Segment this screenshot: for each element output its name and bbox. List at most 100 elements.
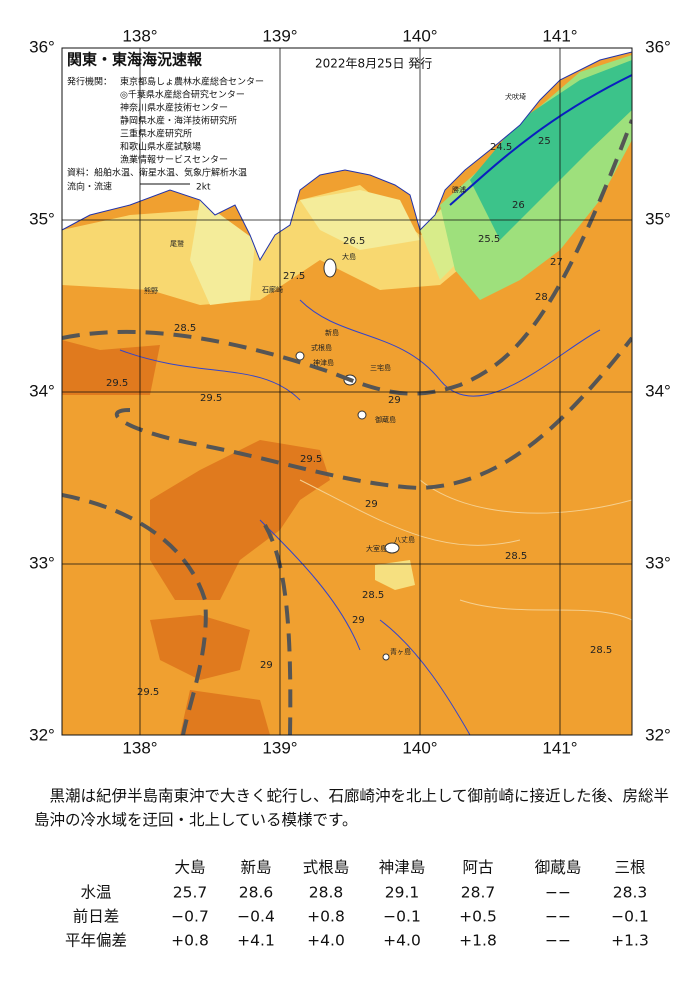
warm-patch — [180, 690, 270, 735]
graticule — [62, 48, 632, 735]
lat-tick-label: 36° — [29, 37, 55, 56]
lat-tick-label: 35° — [645, 209, 671, 228]
lon-tick-label: 138° — [122, 26, 157, 45]
island — [323, 258, 337, 278]
isotherm-labels: 24.5 25 25.5 26 26.5 27 27.5 28 28.5 29 … — [106, 136, 612, 698]
map-area: 24.5 25 25.5 26 26.5 27 27.5 28 28.5 29 … — [62, 48, 632, 735]
table-cell: +1.3 — [611, 932, 649, 950]
place-label: 青ヶ島 — [390, 647, 411, 656]
land — [62, 48, 632, 262]
table-cell: −− — [545, 884, 571, 902]
table-cell: 25.7 — [173, 884, 208, 902]
row-label: 水温 — [80, 884, 111, 902]
lat-tick-label: 33° — [29, 553, 55, 572]
issuer: 漁業情報サービスセンター — [120, 154, 228, 166]
place-labels: 大島 新島 式根島 神津島 三宅島 御蔵島 八丈島 青ヶ島 大室島 勝浦 犬吠埼… — [144, 92, 526, 656]
isotherm-label: 28.5 — [590, 645, 612, 656]
place-label: 犬吠埼 — [505, 92, 526, 101]
kuroshio-line — [115, 336, 632, 491]
place-label: 御蔵島 — [375, 415, 396, 424]
sea-bay — [190, 200, 255, 305]
sea-cold — [470, 60, 632, 240]
table-cell: −0.7 — [171, 908, 209, 926]
legend-scale: 2kt — [196, 183, 211, 193]
lon-tick-label: 141° — [542, 26, 577, 45]
place-label: 式根島 — [311, 343, 332, 352]
isotherm-label: 28.5 — [362, 590, 384, 601]
place-label: 大島 — [342, 252, 356, 261]
kuroshio-line — [62, 493, 208, 735]
isotherm-label: 24.5 — [490, 142, 512, 153]
issuer-label: 発行機関： — [67, 76, 112, 88]
issuer: 和歌山県水産試験場 — [120, 141, 201, 153]
lon-tick-label: 140° — [402, 26, 437, 45]
issuer: 三重県水産研究所 — [120, 128, 192, 140]
island — [382, 653, 390, 661]
table-cell: −0.4 — [237, 908, 275, 926]
isotherm-label: 29 — [388, 395, 401, 406]
place-label: 尾鷲 — [170, 239, 184, 248]
table-cell: 28.8 — [309, 884, 344, 902]
table-cell: +0.8 — [171, 932, 209, 950]
table-cell: 29.1 — [385, 884, 420, 902]
issuer: 東京都島しょ農林水産総合センター — [120, 76, 264, 88]
isotherm-label: 29 — [352, 615, 365, 626]
table-cell: 28.3 — [613, 884, 648, 902]
lat-tick-label: 34° — [645, 381, 671, 400]
lat-tick-label: 32° — [645, 725, 671, 744]
sea-island-patch — [375, 560, 415, 590]
place-label: 大室島 — [366, 544, 387, 553]
warm-patch — [62, 340, 160, 395]
isotherm — [449, 74, 632, 206]
isotherm-label: 29.5 — [200, 393, 222, 404]
lat-tick-label: 36° — [645, 37, 671, 56]
kuroshio-axis — [62, 119, 632, 735]
row-label: 前日差 — [73, 908, 120, 926]
table-cell: +4.0 — [307, 932, 345, 950]
column-header: 三根 — [614, 859, 645, 877]
lat-tick-label: 32° — [29, 725, 55, 744]
isotherm-label: 26 — [512, 200, 525, 211]
lon-tick-label: 141° — [542, 738, 577, 757]
table-cell: −− — [545, 932, 571, 950]
column-header: 新島 — [240, 859, 271, 877]
island — [295, 351, 305, 361]
warm-patch — [150, 615, 250, 680]
map-title: 関東・東海海況速報 — [67, 51, 203, 69]
isotherm-label: 29.5 — [300, 454, 322, 465]
isotherm — [299, 479, 632, 621]
table-cell: +0.8 — [307, 908, 345, 926]
table-cell: +4.0 — [383, 932, 421, 950]
column-header: 大島 — [174, 859, 205, 877]
isotherm-label: 28 — [535, 292, 548, 303]
table-cell: +4.1 — [237, 932, 275, 950]
place-label: 石廊崎 — [262, 285, 283, 294]
issuer: 静岡県水産・海洋技術研究所 — [120, 115, 237, 127]
table-cell: −− — [545, 908, 571, 926]
lat-tick-label: 34° — [29, 381, 55, 400]
lon-tick-label: 138° — [122, 738, 157, 757]
map-header: 関東・東海海況速報 2022年8月25日 発行 発行機関： 東京都島しょ農林水産… — [67, 51, 432, 193]
place-label: 新島 — [325, 328, 339, 337]
isotherm-label: 25.5 — [478, 234, 500, 245]
lat-tick-label: 35° — [29, 209, 55, 228]
place-label: 神津島 — [313, 358, 334, 367]
place-label: 八丈島 — [394, 535, 415, 544]
column-header: 阿古 — [462, 859, 493, 877]
island — [357, 410, 367, 420]
isotherm-label: 28.5 — [505, 551, 527, 562]
place-label: 勝浦 — [452, 185, 466, 194]
place-label: 熊野 — [144, 286, 158, 295]
table-cell: 28.6 — [239, 884, 274, 902]
warm-patch — [150, 440, 330, 600]
isotherm-label: 29 — [260, 660, 273, 671]
row-label: 平年偏差 — [65, 932, 127, 950]
issue-date: 2022年8月25日 発行 — [315, 57, 432, 71]
map-frame — [61, 47, 633, 736]
issuer: 神奈川県水産技術センター — [120, 102, 228, 114]
column-header: 式根島 — [303, 859, 350, 877]
kuroshio-line — [263, 524, 293, 735]
lon-tick-label: 139° — [262, 26, 297, 45]
